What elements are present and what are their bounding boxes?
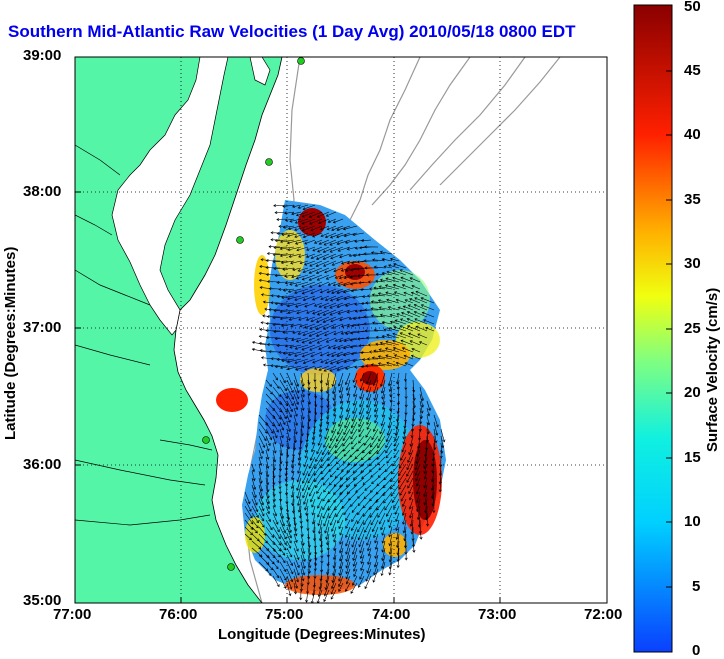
- y-tick-label: 39:00: [23, 47, 62, 64]
- rivers: [75, 144, 213, 526]
- colorbar-tick-label: 45: [684, 62, 701, 79]
- colorbar-tick-label: 0: [692, 642, 701, 659]
- map-title: Southern Mid-Atlantic Raw Velocities (1 …: [8, 22, 576, 41]
- x-tick-label: 75:00: [265, 606, 304, 623]
- colorbar-tick-label: 10: [684, 513, 701, 530]
- graticule: [75, 57, 607, 603]
- site-marker: [202, 436, 210, 444]
- axis-ticks: [75, 191, 501, 603]
- colorbar-tick-label: 50: [684, 0, 701, 15]
- colorbar-tick-label: 20: [684, 384, 701, 401]
- x-tick-label: 74:00: [372, 606, 411, 623]
- x-axis-label: Longitude (Degrees:Minutes): [218, 626, 426, 643]
- y-tick-label: 38:00: [23, 183, 62, 200]
- site-marker: [297, 57, 305, 65]
- velocity-vectors: [244, 204, 446, 603]
- colorbar-ticks: [666, 70, 672, 588]
- colorbar-tick-label: 15: [684, 449, 701, 466]
- colorbar-tick-label: 35: [684, 191, 701, 208]
- map-frame: [74, 56, 608, 604]
- chesapeake-bay: [111, 57, 229, 336]
- colorbar-tick-label: 5: [692, 578, 701, 595]
- x-tick-label: 77:00: [53, 606, 92, 623]
- x-tick-label: 76:00: [159, 606, 198, 623]
- site-marker: [227, 563, 235, 571]
- colorbar-tick-label: 25: [684, 320, 701, 337]
- y-tick-label: 37:00: [23, 319, 62, 336]
- x-tick-label: 73:00: [478, 606, 517, 623]
- colorbar-tick-label: 40: [684, 126, 701, 143]
- x-tick-label: 72:00: [584, 606, 623, 623]
- colorbar-label: Surface Velocity (cm/s): [704, 287, 721, 452]
- velocity-vector-set: [244, 204, 446, 603]
- colorbar-tick-label: 30: [684, 255, 701, 272]
- y-tick-label: 35:00: [23, 592, 62, 609]
- site-marker: [236, 236, 244, 244]
- radar-sites: [202, 57, 305, 571]
- y-axis-label: Latitude (Degrees:Minutes): [2, 246, 19, 440]
- delaware-bay: [249, 57, 271, 86]
- site-marker: [265, 158, 273, 166]
- y-tick-label: 36:00: [23, 456, 62, 473]
